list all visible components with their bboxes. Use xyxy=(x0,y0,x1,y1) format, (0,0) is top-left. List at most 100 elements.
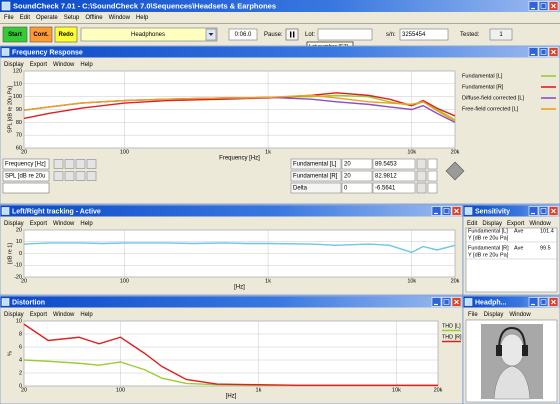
result-table xyxy=(465,227,558,293)
window-title-bar xyxy=(0,296,463,308)
menu-item[interactable]: Window xyxy=(53,62,75,68)
maximize-icon xyxy=(540,208,547,214)
ear-cup xyxy=(522,345,528,356)
series-line xyxy=(23,242,456,254)
menu-item[interactable]: Export xyxy=(30,312,48,318)
window-icon xyxy=(1,48,10,56)
table-cell-text: 20 xyxy=(344,174,351,180)
menu-item[interactable]: Edit xyxy=(467,221,478,227)
cursor-toggle[interactable] xyxy=(416,182,427,194)
menu-item[interactable]: Offline xyxy=(85,15,103,21)
maximize-button[interactable] xyxy=(538,206,549,216)
menu-item[interactable]: Export xyxy=(30,221,48,227)
minimize-button[interactable] xyxy=(431,297,442,307)
menu-item[interactable]: Display xyxy=(4,221,24,227)
menu-item[interactable]: Help xyxy=(136,15,149,21)
table-cell xyxy=(372,182,416,194)
menu-item[interactable]: Window xyxy=(53,221,75,227)
cursor-color[interactable] xyxy=(427,182,438,194)
start-label: Start xyxy=(8,32,22,38)
menu-item[interactable]: Export xyxy=(30,62,48,68)
minimize-button[interactable] xyxy=(528,1,539,11)
menu-item[interactable]: File xyxy=(4,15,14,21)
cursor-selector[interactable] xyxy=(2,182,50,194)
cursor-selector[interactable] xyxy=(2,170,50,182)
cursor-tool[interactable] xyxy=(86,171,97,181)
maximize-button[interactable] xyxy=(441,297,452,307)
x-tick-label: 100 xyxy=(120,149,129,155)
cursor-toggle[interactable] xyxy=(416,170,427,182)
y-axis-label: % xyxy=(7,351,13,356)
cursor-tool[interactable] xyxy=(64,159,75,169)
series-line xyxy=(23,94,456,122)
x-tick-label: 1k xyxy=(256,387,262,393)
sequence-dropdown[interactable] xyxy=(80,27,218,42)
start-button[interactable] xyxy=(2,26,28,43)
maximize-icon xyxy=(443,299,450,305)
sn-input[interactable] xyxy=(399,28,449,41)
result-value: 101.4 xyxy=(540,228,554,234)
lot-input[interactable] xyxy=(317,28,373,41)
dummy-torso xyxy=(493,365,531,400)
minimize-button[interactable] xyxy=(528,206,539,216)
legend-label: Fundamental [L] xyxy=(462,73,503,79)
window-title-bar xyxy=(463,205,560,217)
maximize-button[interactable] xyxy=(538,1,549,11)
result-label: Fundamental [L] xyxy=(468,228,508,234)
menu-item[interactable]: Display xyxy=(4,312,24,318)
arrow-icon xyxy=(208,33,214,36)
maximize-button[interactable] xyxy=(538,47,549,57)
menu-item[interactable]: Help xyxy=(80,62,93,68)
cursor-tool[interactable] xyxy=(64,171,75,181)
menu-item[interactable]: Help xyxy=(80,221,93,227)
maximize-icon xyxy=(540,49,547,55)
maximize-button[interactable] xyxy=(538,297,549,307)
cursor-selector[interactable] xyxy=(2,158,50,170)
menu-item[interactable]: Display xyxy=(4,62,24,68)
menu-item[interactable]: Window xyxy=(529,221,551,227)
menu-item[interactable]: Display xyxy=(484,312,504,318)
window-title: Frequency Response xyxy=(12,49,83,56)
table-cell xyxy=(341,170,373,182)
cursor-tool[interactable] xyxy=(75,171,86,181)
window-icon xyxy=(1,298,10,306)
minimize-button[interactable] xyxy=(528,297,539,307)
menu-item[interactable]: Export xyxy=(507,221,525,227)
table-cell-text: Fundamental [L] xyxy=(293,162,337,168)
cursor-tool[interactable] xyxy=(75,159,86,169)
cursor-tool[interactable] xyxy=(86,159,97,169)
maximize-button[interactable] xyxy=(441,206,452,216)
redo-label: Redo xyxy=(59,32,74,38)
menu-item[interactable]: Window xyxy=(109,15,131,21)
menu-item[interactable]: Help xyxy=(80,312,93,318)
result-stat: Ave xyxy=(514,245,523,251)
menu-item[interactable]: Operate xyxy=(36,15,58,21)
pause-button[interactable] xyxy=(285,28,299,41)
table-cell-text: 0 xyxy=(344,186,348,192)
menu-item[interactable]: Setup xyxy=(64,15,80,21)
menu-item[interactable]: Display xyxy=(482,221,502,227)
cursor-tool[interactable] xyxy=(53,159,64,169)
cursor-tool[interactable] xyxy=(53,171,64,181)
cursor-color[interactable] xyxy=(427,170,438,182)
tested-box xyxy=(489,28,513,41)
lot-label: Lot: xyxy=(305,32,315,38)
cursor-toggle[interactable] xyxy=(416,158,427,170)
cursor-navigator[interactable] xyxy=(445,161,465,181)
cont-button[interactable] xyxy=(29,26,53,43)
menu-item[interactable]: Edit xyxy=(20,15,31,21)
close-icon xyxy=(551,3,556,9)
y-tick-label: 6 xyxy=(19,344,22,350)
minimize-button[interactable] xyxy=(528,47,539,57)
cursor-color[interactable] xyxy=(427,158,438,170)
menu-item[interactable]: Window xyxy=(53,312,75,318)
y-tick-label: -20 xyxy=(14,274,22,280)
window-title-bar xyxy=(463,296,560,308)
minimize-button[interactable] xyxy=(431,206,442,216)
tested-label: Tested: xyxy=(460,32,480,38)
menu-item[interactable]: File xyxy=(468,312,478,318)
headband xyxy=(498,326,526,351)
menu-item[interactable]: Window xyxy=(509,312,531,318)
table-cell xyxy=(290,158,342,170)
redo-button[interactable] xyxy=(54,26,78,43)
